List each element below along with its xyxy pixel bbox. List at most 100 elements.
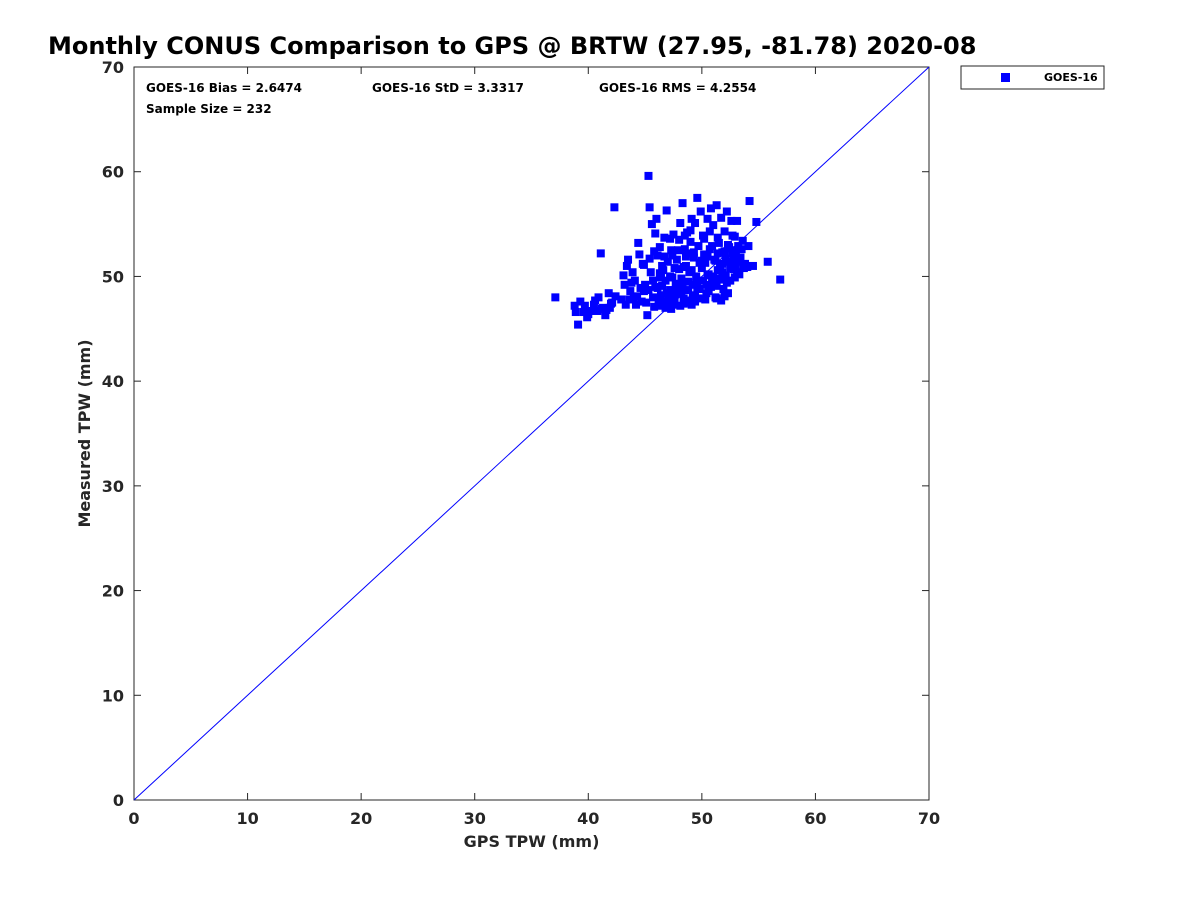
data-point (706, 282, 715, 291)
data-point (731, 261, 740, 270)
data-point (675, 265, 684, 274)
x-tick-label: 60 (804, 809, 826, 828)
data-point (670, 295, 679, 304)
data-point (651, 229, 660, 238)
y-tick-label: 70 (102, 58, 124, 77)
data-point (661, 303, 670, 312)
data-point (763, 257, 772, 266)
stat-sample-size: Sample Size = 232 (146, 102, 272, 116)
data-point (668, 273, 677, 282)
stat-std: GOES-16 StD = 3.3317 (372, 81, 524, 95)
data-point (730, 273, 739, 282)
data-point (674, 246, 683, 255)
legend: GOES-16 (960, 65, 1105, 90)
chart-title: Monthly CONUS Comparison to GPS @ BRTW (… (48, 32, 976, 60)
data-point (679, 299, 688, 308)
data-point (622, 261, 631, 270)
data-point (576, 297, 585, 306)
data-point (663, 298, 672, 307)
data-point (630, 276, 639, 285)
data-point (658, 281, 667, 290)
data-point (570, 301, 579, 310)
data-point (776, 275, 785, 284)
data-point (717, 213, 726, 222)
data-point (639, 260, 648, 269)
data-point (643, 311, 652, 320)
data-point (645, 254, 654, 263)
data-point (705, 227, 714, 236)
data-point (591, 296, 600, 305)
data-point (719, 275, 728, 284)
x-axis-label: GPS TPW (mm) (464, 832, 600, 851)
data-point (671, 290, 680, 299)
data-point (736, 253, 745, 262)
data-point (684, 277, 693, 286)
data-point (649, 276, 658, 285)
data-point (689, 248, 698, 257)
data-point (729, 256, 738, 265)
data-point (692, 272, 701, 281)
data-point (716, 261, 725, 270)
x-tick-label: 10 (236, 809, 258, 828)
data-point (597, 304, 606, 313)
data-point (677, 287, 686, 296)
data-point (709, 221, 718, 230)
data-point (680, 231, 689, 240)
stat-bias: GOES-16 Bias = 2.6474 (146, 81, 302, 95)
data-point (654, 295, 663, 304)
data-point (655, 243, 664, 252)
data-point (672, 282, 681, 291)
x-tick-label: 0 (128, 809, 139, 828)
data-point (628, 268, 637, 277)
data-point (718, 248, 727, 257)
data-point (713, 233, 722, 242)
data-point (723, 289, 732, 298)
data-point (693, 283, 702, 292)
data-point (727, 216, 736, 225)
data-points (551, 171, 785, 329)
data-point (662, 206, 671, 215)
data-point (650, 247, 659, 256)
data-point (728, 231, 737, 240)
data-point (714, 238, 723, 247)
data-point (676, 219, 685, 228)
data-point (678, 281, 687, 290)
x-tick-label: 30 (464, 809, 486, 828)
data-point (634, 238, 643, 247)
data-point (617, 295, 626, 304)
data-point (708, 242, 717, 251)
data-point (725, 243, 734, 252)
data-point (679, 263, 688, 272)
y-tick-label: 0 (113, 791, 124, 810)
data-point (744, 242, 753, 251)
data-point (649, 293, 658, 302)
data-point (726, 264, 735, 273)
data-point (659, 297, 668, 306)
data-point (702, 280, 711, 289)
data-point (748, 261, 757, 270)
data-point (646, 268, 655, 277)
data-point (571, 308, 580, 317)
data-point (672, 255, 681, 264)
data-point (644, 286, 653, 295)
data-point (660, 233, 669, 242)
y-axis-ticks: 0 10 20 30 40 50 60 70 (102, 58, 929, 810)
y-tick-label: 50 (102, 267, 124, 286)
y-tick-label: 60 (102, 163, 124, 182)
data-point (677, 274, 686, 283)
one-to-one-reference-line (133, 66, 930, 801)
data-point (711, 256, 720, 265)
data-point (694, 294, 703, 303)
data-point (735, 257, 744, 266)
data-point (608, 298, 617, 307)
data-point (738, 236, 747, 245)
y-tick-label: 10 (102, 686, 124, 705)
data-point (745, 197, 754, 206)
data-point (697, 264, 706, 273)
data-point (733, 216, 742, 225)
data-point (659, 266, 668, 275)
y-tick-label: 40 (102, 372, 124, 391)
data-point (701, 295, 710, 304)
stat-rms: GOES-16 RMS = 4.2554 (599, 81, 756, 95)
data-point (584, 310, 593, 319)
